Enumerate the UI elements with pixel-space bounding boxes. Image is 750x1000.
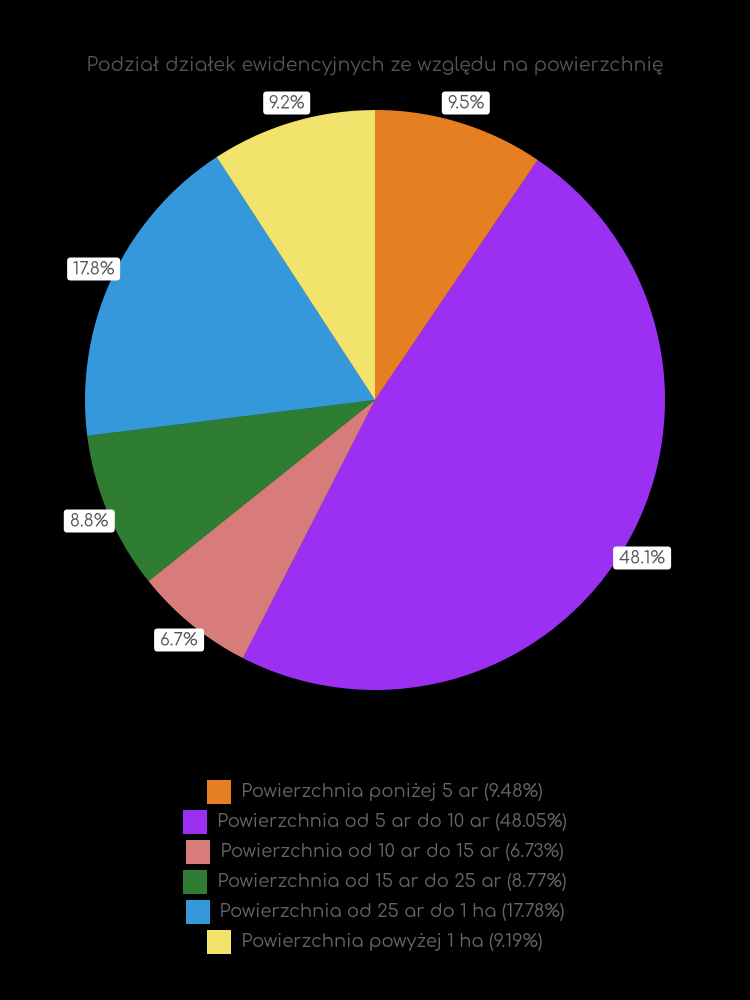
- legend-item: Powierzchnia od 25 ar do 1 ha (17.78%): [186, 900, 565, 924]
- pie-slice-label: 9.2%: [263, 91, 311, 114]
- legend-label: Powierzchnia powyżej 1 ha (9.19%): [241, 932, 542, 952]
- legend-label: Powierzchnia od 5 ar do 10 ar (48.05%): [217, 812, 567, 832]
- pie-slice-label: 9.5%: [442, 92, 490, 115]
- legend-item: Powierzchnia od 10 ar do 15 ar (6.73%): [186, 840, 563, 864]
- legend: Powierzchnia poniżej 5 ar (9.48%) Powierz…: [0, 780, 750, 954]
- legend-label: Powierzchnia poniżej 5 ar (9.48%): [241, 782, 543, 802]
- legend-swatch: [183, 870, 207, 894]
- legend-swatch: [207, 930, 231, 954]
- legend-item: Powierzchnia od 15 ar do 25 ar (8.77%): [183, 870, 566, 894]
- legend-label: Powierzchnia od 10 ar do 15 ar (6.73%): [220, 842, 563, 862]
- legend-item: Powierzchnia powyżej 1 ha (9.19%): [207, 930, 542, 954]
- legend-swatch: [207, 780, 231, 804]
- legend-swatch: [186, 840, 210, 864]
- pie-svg: [0, 100, 750, 750]
- legend-item: Powierzchnia od 5 ar do 10 ar (48.05%): [183, 810, 567, 834]
- pie-chart: 9.5%48.1%6.7%8.8%17.8%9.2%: [0, 100, 750, 750]
- legend-label: Powierzchnia od 15 ar do 25 ar (8.77%): [217, 872, 566, 892]
- legend-item: Powierzchnia poniżej 5 ar (9.48%): [207, 780, 543, 804]
- pie-slice-label: 8.8%: [64, 509, 114, 532]
- legend-swatch: [183, 810, 207, 834]
- pie-slice-label: 48.1%: [613, 547, 671, 570]
- pie-slice-label: 6.7%: [154, 629, 204, 652]
- legend-label: Powierzchnia od 25 ar do 1 ha (17.78%): [220, 902, 565, 922]
- chart-container: Podział działek ewidencyjnych ze względu…: [0, 0, 750, 1000]
- pie-slice-label: 17.8%: [67, 258, 121, 281]
- chart-title: Podział działek ewidencyjnych ze względu…: [0, 55, 750, 76]
- legend-swatch: [186, 900, 210, 924]
